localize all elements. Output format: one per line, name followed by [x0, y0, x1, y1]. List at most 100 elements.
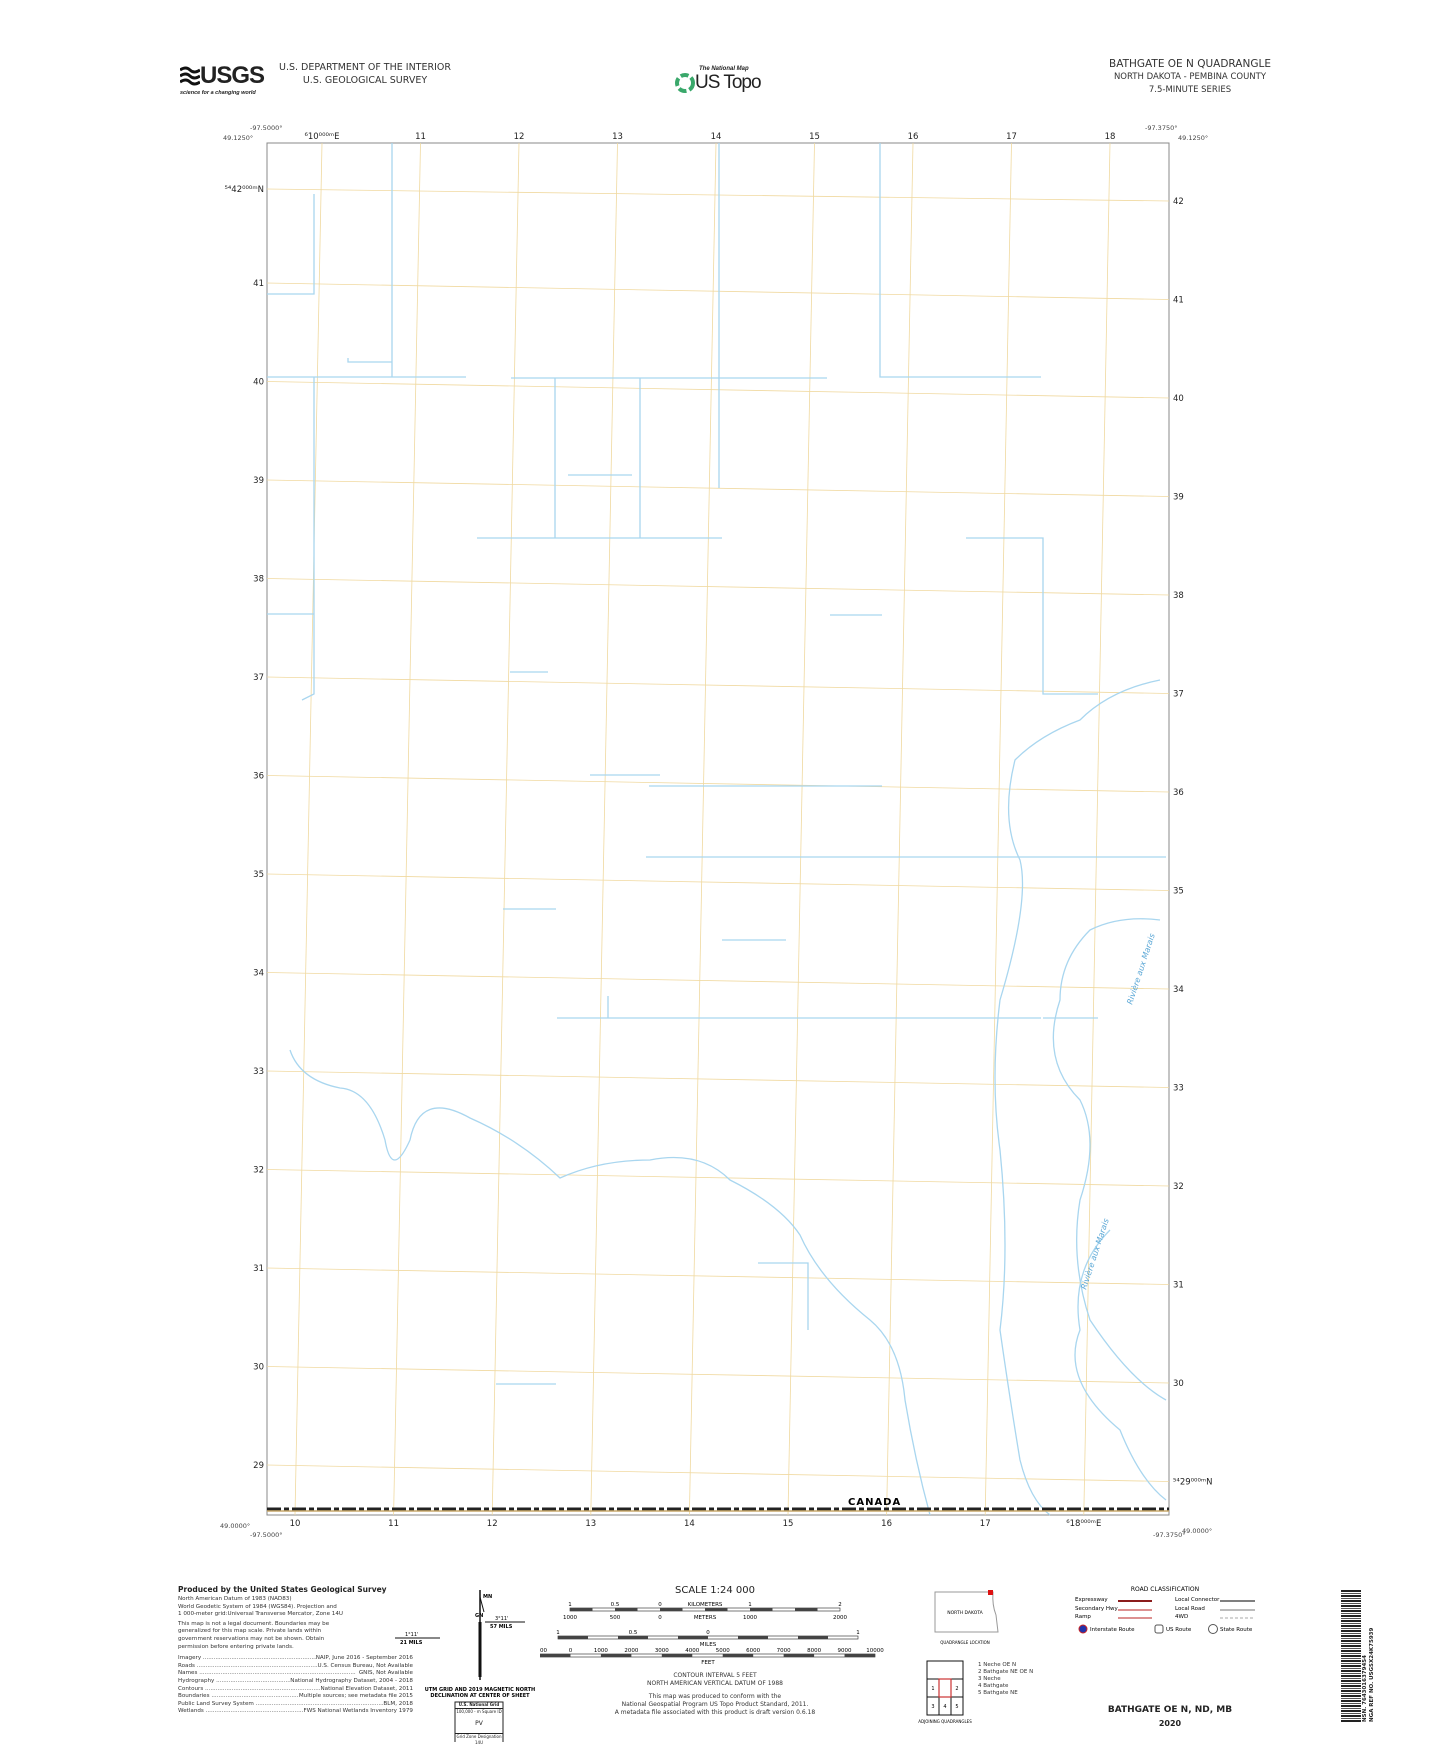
scale-tick-label: 4000 [685, 1648, 699, 1654]
drainage-ditch [267, 194, 315, 295]
sw-lat: 49.0000° [220, 1522, 251, 1530]
northing-gridline [266, 381, 1170, 399]
scale-unit: FEET [701, 1660, 715, 1666]
svg-text:Expressway: Expressway [1075, 1597, 1108, 1603]
northing-label-right: 36 [1173, 788, 1184, 798]
stream [1074, 1229, 1167, 1501]
state-county: NORTH DAKOTA - PEMBINA COUNTY [1113, 72, 1267, 82]
scale-bar-segment [705, 1608, 728, 1611]
scale-tick-label: 0.5 [611, 1602, 620, 1608]
source-row: HydrographyNational Hydrography Dataset,… [178, 1678, 413, 1686]
northing-label-left: 38 [253, 575, 264, 585]
northing-label-right: 42 [1173, 197, 1184, 207]
easting-gridline [886, 142, 914, 1516]
easting-gridline [689, 142, 717, 1516]
scale-tick-label: 0 [658, 1602, 662, 1608]
scale-tick-label: 6000 [746, 1648, 760, 1654]
easting-label-top: 14 [711, 132, 722, 142]
scale-tick-label: 1 [556, 1630, 560, 1636]
source-row: ImageryNAIP, June 2016 - September 2016 [178, 1655, 413, 1663]
northing-gridline [266, 479, 1170, 497]
scale-unit: METERS [694, 1615, 717, 1621]
svg-text:MN: MN [483, 1594, 492, 1600]
series: 7.5-MINUTE SERIES [1148, 85, 1232, 95]
easting-label-top: ⁶10⁰⁰⁰ᵐE [304, 132, 339, 142]
easting-label-bottom: 14 [684, 1519, 695, 1529]
source-row: Public Land Survey SystemBLM, 2018 [178, 1701, 413, 1709]
easting-label-bottom: 17 [980, 1519, 991, 1529]
northing-label-right: 40 [1173, 394, 1184, 404]
northing-label-left: 34 [253, 969, 264, 979]
easting-label-bottom: 15 [783, 1519, 794, 1529]
svg-text:3°11': 3°11' [495, 1616, 508, 1622]
scale-tick-label: 1 [856, 1630, 860, 1636]
svg-text:Secondary Hwy: Secondary Hwy [1075, 1606, 1119, 1612]
northing-label-left: 41 [253, 279, 264, 289]
scale-bar-segment [844, 1654, 875, 1657]
scale-bar-segment [558, 1636, 588, 1639]
scale-tick-label: 1 [568, 1602, 572, 1608]
northing-label-left: 33 [253, 1067, 264, 1077]
scale-bar-segment [795, 1608, 818, 1611]
northing-gridline [266, 1070, 1170, 1088]
nw-lat: 49.1250° [223, 134, 254, 142]
usng-box: U.S. National Grid 100,000 - m Square ID… [455, 1702, 503, 1745]
svg-text:Interstate Route: Interstate Route [1090, 1627, 1135, 1633]
ne-lat: 49.1250° [1178, 134, 1209, 142]
scale-tick-label: 0.5 [629, 1630, 638, 1636]
drainage-ditch [966, 537, 1098, 695]
svg-text:UTM GRID AND 2019 MAGNETIC NOR: UTM GRID AND 2019 MAGNETIC NORTH [425, 1687, 535, 1693]
utm-grid [266, 142, 1170, 1516]
scale-tick-label: 2000 [624, 1648, 638, 1654]
northing-gridline [266, 282, 1170, 300]
scale-bar-segment [660, 1608, 683, 1611]
northing-label-right: 39 [1173, 493, 1184, 503]
northing-gridline [266, 873, 1170, 891]
quad-title: BATHGATE OE N QUADRANGLE [1109, 58, 1271, 70]
adjoining-quadrangles: 1 2 3 4 5 ADJOINING QUADRANGLES [918, 1660, 972, 1724]
northing-label-right: 41 [1173, 296, 1184, 306]
northing-gridline [266, 1267, 1170, 1285]
svg-text:NORTH DAKOTA: NORTH DAKOTA [947, 1610, 983, 1616]
svg-text:Local Connector: Local Connector [1175, 1597, 1220, 1603]
scale-tick-label: 500 [610, 1615, 621, 1621]
scale-bar [540, 1653, 876, 1658]
northing-label-right: 31 [1173, 1281, 1184, 1291]
northing-label-left: 31 [253, 1264, 264, 1274]
scale-bar-segment [722, 1654, 754, 1657]
department-name: U.S. DEPARTMENT OF THE INTERIOR [279, 62, 451, 73]
easting-label-top: 15 [809, 132, 820, 142]
map-frame [266, 142, 1170, 1516]
drainage-ditch [301, 377, 315, 701]
northing-gridline [266, 1464, 1170, 1482]
svg-text:QUADRANGLE LOCATION: QUADRANGLE LOCATION [940, 1640, 990, 1645]
northing-label-right: 32 [1173, 1182, 1184, 1192]
svg-text:US Route: US Route [1166, 1627, 1192, 1633]
svg-text:4: 4 [943, 1704, 946, 1710]
recycle-globe-icon [675, 73, 695, 93]
easting-label-top: 13 [612, 132, 623, 142]
easting-label-bottom: 16 [881, 1519, 892, 1529]
easting-gridline [1083, 142, 1111, 1516]
footer-year: 2020 [1158, 1719, 1182, 1728]
svg-text:4WD: 4WD [1175, 1614, 1188, 1620]
footer-title: BATHGATE OE N, ND, MB [1107, 1705, 1233, 1715]
easting-gridline [491, 142, 520, 1516]
scale-tick-label: 9000 [838, 1648, 852, 1654]
svg-text:ROAD CLASSIFICATION: ROAD CLASSIFICATION [1131, 1586, 1199, 1593]
easting-label-bottom: 13 [585, 1519, 596, 1529]
easting-gridline [984, 142, 1012, 1516]
easting-gridline [787, 142, 815, 1516]
northing-label-right: 33 [1173, 1084, 1184, 1094]
scale-bar-segment [570, 1608, 593, 1611]
scale-tick-label: 0 [569, 1648, 573, 1654]
easting-label-top: 17 [1006, 132, 1017, 142]
easting-label-top: 18 [1105, 132, 1116, 142]
easting-label-bottom: ⁶18⁰⁰⁰ᵐE [1066, 1519, 1101, 1529]
easting-label-bottom: 10 [290, 1519, 301, 1529]
stream [1052, 918, 1167, 1401]
stream [994, 679, 1161, 1516]
source-row: RoadsU.S. Census Bureau, Not Available [178, 1663, 413, 1671]
easting-label-bottom: 12 [487, 1519, 498, 1529]
